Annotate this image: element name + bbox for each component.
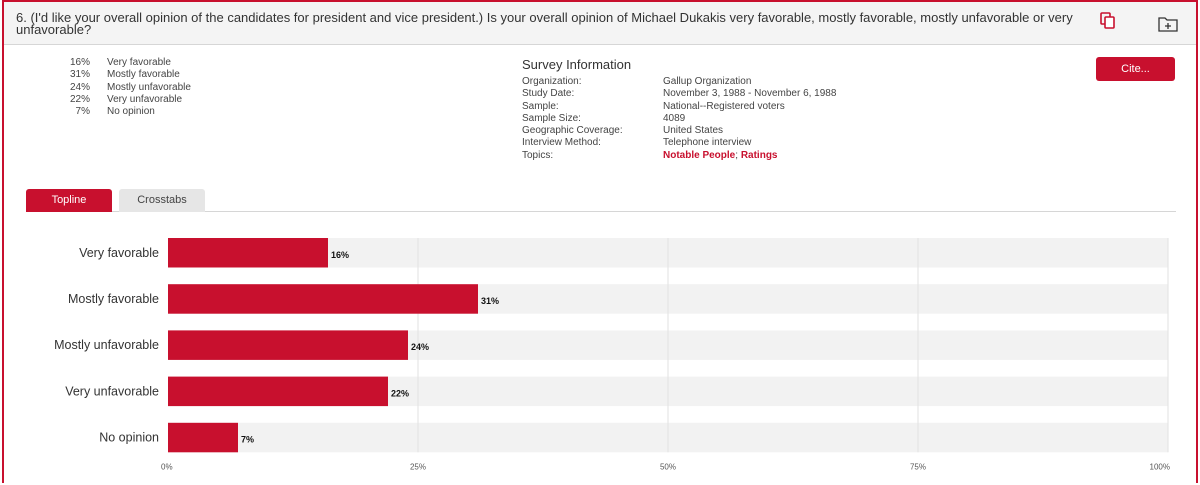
x-tick-label: 25% [410, 462, 426, 471]
bar [168, 422, 238, 453]
topics-separator: ; [735, 149, 741, 161]
summary-label: Very favorable [107, 57, 171, 68]
copy-icon[interactable] [1100, 12, 1116, 30]
topic-link-ratings[interactable]: Ratings [740, 149, 778, 161]
summary-label: Mostly unfavorable [107, 81, 191, 93]
info-row-sample: Sample: National--Registered voters [522, 101, 882, 113]
bar [168, 238, 328, 268]
summary-pct: 24% [69, 81, 90, 93]
survey-info-title: Survey Information [522, 57, 632, 72]
category-label: Mostly favorable [68, 292, 159, 306]
info-row-interview-method: Interview Method: Telephone interview [522, 137, 882, 149]
info-row-organization: Organization: Gallup Organization [522, 76, 882, 88]
info-row-geographic-coverage: Geographic Coverage: United States [522, 125, 882, 137]
summary-label: No opinion [107, 106, 155, 118]
data-label: 7% [241, 435, 254, 445]
info-row-study-date: Study Date: November 3, 1988 - November 6… [522, 88, 882, 100]
summary-pct: 7% [75, 106, 90, 118]
bar [168, 376, 388, 407]
info-value: United States [663, 125, 724, 137]
summary-pct: 31% [69, 69, 90, 81]
info-value: National--Registered voters [663, 100, 785, 112]
info-value: Gallup Organization [663, 76, 752, 87]
bar [168, 330, 408, 360]
topic-link-notable-people[interactable]: Notable People [663, 149, 736, 161]
data-label: 22% [391, 388, 409, 398]
x-tick-label: 75% [910, 462, 926, 471]
x-tick-label: 50% [660, 462, 676, 471]
tab-crosstabs[interactable]: Crosstabs [119, 189, 205, 212]
info-key: Interview Method: [522, 137, 601, 149]
category-label: No opinion [99, 431, 159, 445]
category-label: Very unfavorable [65, 384, 159, 398]
topline-bar-chart: Very favorable 16% Mostly favorable 31% Most… [54, 238, 1170, 471]
survey-information: Survey Information Organization: Gallup O… [522, 57, 882, 162]
view-tabs: Topline Crosstabs [26, 188, 1176, 212]
data-label: 16% [331, 250, 349, 260]
info-row-sample-size: Sample Size: 4089 [522, 113, 882, 125]
data-label: 24% [411, 342, 429, 352]
info-key: Geographic Coverage: [522, 125, 623, 137]
bar [168, 284, 478, 314]
category-label: Very favorable [79, 246, 159, 260]
x-tick-label: 100% [1150, 462, 1170, 471]
info-value: November 3, 1988 - November 6, 1988 [663, 88, 837, 100]
question-header: 6. (I'd like your overall opinion of the… [4, 2, 1196, 45]
info-key: Organization: [522, 76, 582, 87]
info-key: Sample Size: [522, 112, 581, 124]
info-key: Study Date: [522, 88, 575, 100]
topics-list: Notable People; Ratings [663, 150, 777, 162]
summary-label: Mostly favorable [107, 69, 180, 81]
summary-pct: 22% [69, 93, 90, 105]
x-tick-label: 0% [161, 462, 173, 471]
folder-add-icon[interactable] [1157, 14, 1179, 34]
info-value: Telephone interview [663, 137, 752, 149]
info-row-topics: Topics: Notable People; Ratings [522, 150, 882, 162]
cite-button[interactable]: Cite... [1096, 57, 1175, 81]
question-text: 6. (I'd like your overall opinion of the… [16, 10, 1073, 37]
category-label: Mostly unfavorable [54, 338, 159, 352]
tab-topline[interactable]: Topline [26, 189, 112, 212]
summary-label: Very unfavorable [107, 93, 183, 105]
info-value: 4089 [663, 112, 686, 124]
info-key: Topics: [522, 149, 554, 161]
data-label: 31% [481, 296, 499, 306]
info-key: Sample: [522, 100, 559, 112]
summary-pct: 16% [69, 57, 90, 68]
